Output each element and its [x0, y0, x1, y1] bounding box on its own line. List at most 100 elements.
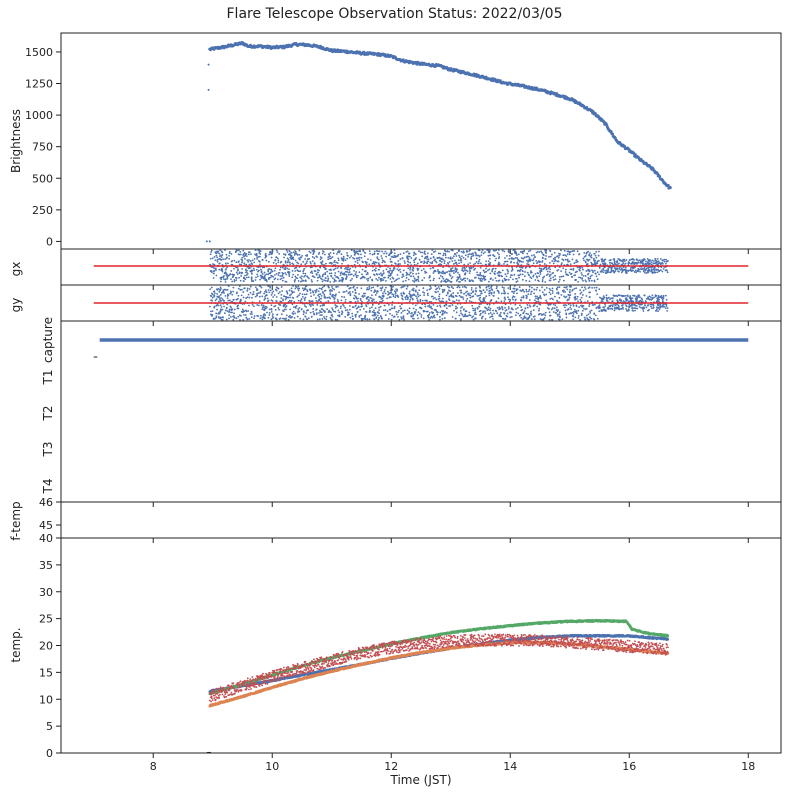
data-point — [520, 257, 523, 259]
data-point — [491, 267, 494, 270]
data-point — [341, 258, 343, 261]
data-point — [346, 266, 349, 269]
data-point — [274, 259, 277, 261]
data-point — [533, 288, 536, 291]
data-point — [504, 278, 507, 281]
data-point — [474, 267, 477, 270]
data-point — [376, 256, 379, 259]
data-point — [330, 262, 333, 265]
data-point — [454, 317, 457, 320]
data-point — [608, 259, 611, 262]
data-point — [266, 311, 268, 314]
data-point — [417, 293, 419, 296]
data-point — [316, 269, 319, 271]
data-point — [376, 285, 379, 288]
data-point — [349, 273, 352, 276]
data-point — [656, 271, 659, 274]
data-point — [469, 270, 472, 273]
data-point — [573, 287, 576, 290]
data-point — [254, 253, 256, 256]
data-point — [328, 262, 331, 265]
data-point — [247, 260, 250, 263]
data-point — [220, 278, 223, 281]
data-point — [311, 280, 313, 283]
data-point — [416, 269, 419, 272]
data-point — [400, 294, 403, 297]
data-point — [274, 267, 277, 270]
data-point — [483, 297, 486, 299]
data-point — [304, 263, 307, 266]
data-point — [356, 286, 359, 289]
data-point — [346, 268, 348, 271]
data-point — [522, 311, 525, 314]
data-point — [349, 279, 352, 282]
data-point — [260, 271, 263, 274]
data-point — [249, 285, 252, 288]
data-point — [281, 275, 284, 278]
data-point — [558, 296, 561, 299]
data-point — [548, 261, 551, 264]
data-point — [370, 286, 373, 289]
data-point — [572, 310, 575, 313]
data-point — [593, 259, 595, 262]
data-point — [230, 270, 233, 272]
data-point — [284, 261, 287, 264]
data-point — [468, 311, 471, 314]
data-point — [575, 310, 578, 313]
data-point — [541, 286, 543, 289]
data-point — [506, 268, 509, 271]
data-point — [279, 266, 282, 269]
data-point — [378, 263, 380, 266]
data-point — [537, 300, 540, 303]
data-point — [254, 295, 257, 298]
data-point — [295, 276, 297, 279]
data-point — [541, 280, 544, 283]
data-point — [515, 254, 518, 256]
data-point — [381, 259, 384, 262]
data-point — [558, 311, 561, 314]
data-point — [405, 287, 408, 290]
data-point — [616, 268, 619, 270]
data-point — [315, 273, 318, 275]
data-point — [277, 259, 280, 262]
data-point — [402, 315, 405, 318]
data-point — [634, 309, 636, 312]
data-point — [233, 316, 236, 319]
data-point — [590, 309, 593, 312]
data-point — [587, 313, 590, 316]
data-point — [231, 308, 234, 311]
data-point — [548, 287, 551, 290]
data-point — [560, 294, 563, 296]
data-point — [277, 274, 280, 277]
data-point — [445, 304, 448, 306]
data-point — [338, 251, 341, 254]
data-point — [404, 296, 407, 299]
data-point — [270, 269, 273, 272]
data-point — [591, 263, 594, 266]
data-point — [421, 299, 424, 302]
data-point — [224, 294, 227, 297]
data-point — [393, 290, 396, 293]
data-point — [404, 298, 407, 301]
data-point — [324, 277, 327, 279]
data-point — [524, 267, 527, 269]
data-point — [299, 317, 302, 320]
data-point — [467, 263, 469, 266]
data-point — [545, 286, 548, 289]
data-point — [476, 254, 479, 257]
data-point — [583, 255, 586, 258]
data-point — [398, 318, 401, 321]
data-point — [552, 278, 555, 281]
data-point — [657, 310, 659, 312]
data-point — [374, 267, 377, 270]
data-point — [611, 305, 614, 308]
data-point — [226, 278, 228, 280]
data-point — [428, 304, 431, 307]
data-point — [309, 304, 312, 306]
data-point — [594, 273, 597, 275]
data-point — [565, 304, 568, 307]
data-point — [247, 276, 250, 279]
data-point — [236, 266, 239, 269]
data-point — [432, 315, 435, 318]
data-point — [302, 310, 305, 313]
